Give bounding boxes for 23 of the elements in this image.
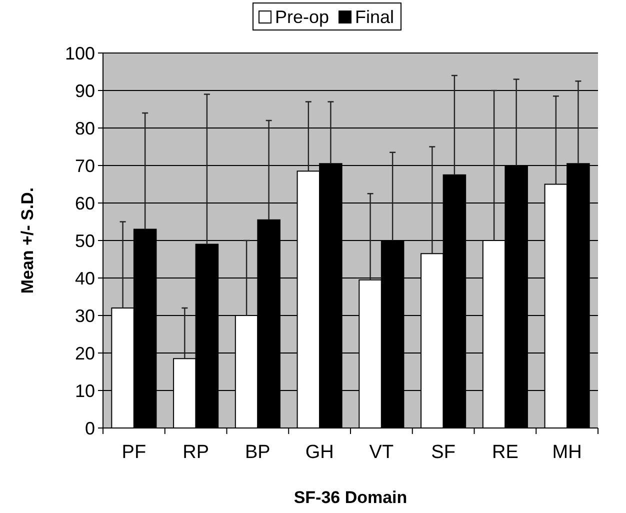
x-tick-label: BP [245,442,270,463]
y-tick-label: 100 [64,43,95,64]
x-tick-label: RE [492,442,518,463]
y-tick-label: 10 [74,380,95,401]
y-tick-label: 0 [84,418,95,438]
y-tick-label: 30 [74,306,95,326]
x-tick-label: MH [552,442,582,463]
y-tick-label: 40 [74,268,95,288]
x-tick-label: GH [305,442,334,463]
legend-label: Pre-op [275,7,330,27]
y-tick-label: 20 [74,343,95,364]
y-tick-label: 50 [74,230,95,251]
y-tick-label: 90 [74,80,95,101]
y-tick-label: 70 [74,156,95,176]
x-tick-label: SF [431,442,456,463]
x-tick-label: PF [122,442,146,463]
y-axis-title: Mean +/- S.D. [18,187,37,294]
y-tick-label: 60 [74,193,95,214]
x-axis-title: SF-36 Domain [294,488,408,507]
legend-label: Final [355,7,394,27]
x-tick-label: VT [369,442,394,463]
y-tick-label: 80 [74,118,95,138]
x-tick-label: RP [182,442,210,463]
